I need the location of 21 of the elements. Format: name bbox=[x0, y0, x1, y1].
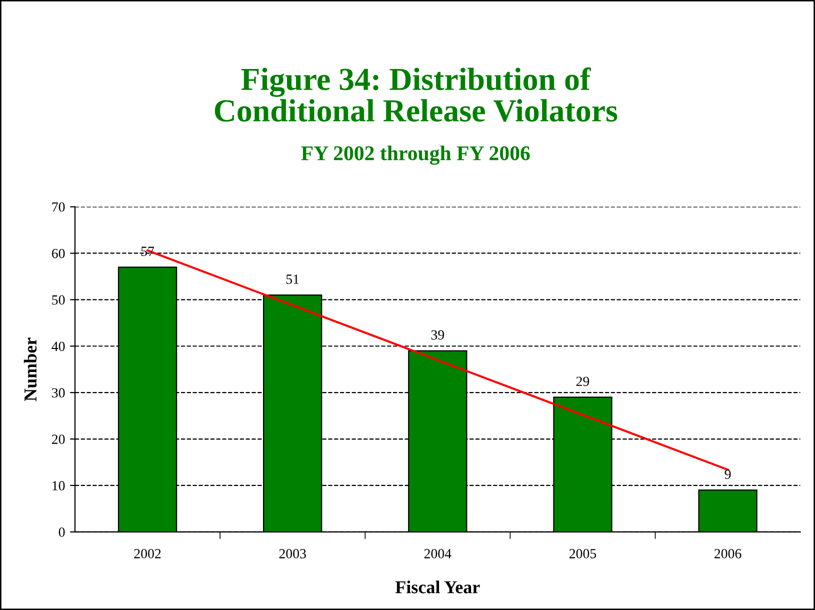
x-tick-label: 2006 bbox=[714, 548, 742, 558]
y-tick-label: 70 bbox=[52, 202, 65, 212]
y-tick-label: 40 bbox=[52, 342, 65, 352]
y-tick-label: 60 bbox=[52, 248, 65, 258]
y-tick-label: 10 bbox=[52, 481, 65, 490]
x-tick-label: 2005 bbox=[569, 548, 596, 558]
y-tick-label: 30 bbox=[52, 388, 65, 398]
chart-title: Figure 34: Distribution of Conditional Release Violators bbox=[214, 67, 618, 122]
data-label: 39 bbox=[431, 330, 444, 340]
data-label: 29 bbox=[576, 376, 590, 386]
y-tick-label: 50 bbox=[52, 295, 65, 305]
x-tick-label: 2003 bbox=[279, 548, 306, 558]
x-tick-label: 2002 bbox=[134, 548, 161, 558]
x-axis-title: Fiscal Year bbox=[395, 580, 480, 594]
chart-subtitle: FY 2002 through FY 2006 bbox=[301, 146, 530, 165]
data-label: 9 bbox=[724, 470, 731, 479]
y-tick-label: 20 bbox=[52, 434, 65, 444]
y-tick-label: 0 bbox=[58, 528, 65, 537]
data-label: 51 bbox=[286, 274, 299, 284]
x-tick-label: 2004 bbox=[424, 548, 452, 558]
y-axis-title: Number bbox=[24, 338, 37, 402]
